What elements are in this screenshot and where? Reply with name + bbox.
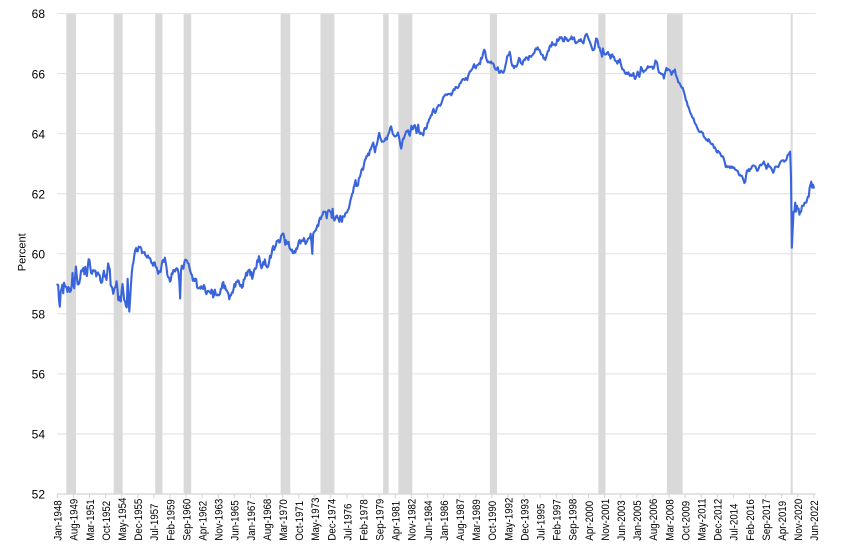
svg-text:Mar-2008: Mar-2008 <box>664 499 677 540</box>
svg-text:May-2011: May-2011 <box>696 498 709 540</box>
svg-text:Aug-1987: Aug-1987 <box>454 499 467 541</box>
svg-text:Jul-1976: Jul-1976 <box>342 503 355 540</box>
svg-text:60: 60 <box>32 247 46 261</box>
svg-text:May-1954: May-1954 <box>116 498 129 541</box>
svg-text:54: 54 <box>32 428 46 442</box>
svg-text:Jan-2005: Jan-2005 <box>631 500 644 540</box>
svg-text:Feb-1997: Feb-1997 <box>551 499 564 540</box>
svg-text:Sep-2017: Sep-2017 <box>760 499 773 541</box>
svg-text:Jul-1995: Jul-1995 <box>535 503 548 540</box>
svg-text:Sep-1960: Sep-1960 <box>181 499 194 541</box>
svg-text:Aug-1968: Aug-1968 <box>261 499 274 541</box>
svg-text:68: 68 <box>32 7 46 21</box>
svg-text:Jun-1984: Jun-1984 <box>422 500 435 540</box>
svg-text:Dec-1955: Dec-1955 <box>132 499 145 541</box>
svg-text:Dec-2012: Dec-2012 <box>712 499 725 541</box>
svg-text:Apr-1981: Apr-1981 <box>390 501 403 541</box>
svg-text:Apr-2019: Apr-2019 <box>776 501 789 541</box>
svg-text:Jan-1967: Jan-1967 <box>245 500 258 540</box>
svg-text:Mar-1989: Mar-1989 <box>470 499 483 540</box>
svg-text:Jun-2003: Jun-2003 <box>615 500 628 540</box>
svg-text:Feb-1959: Feb-1959 <box>165 499 178 540</box>
svg-text:Oct-1990: Oct-1990 <box>486 501 499 541</box>
svg-text:62: 62 <box>32 187 46 201</box>
svg-text:Jul-2014: Jul-2014 <box>728 503 741 540</box>
svg-text:Apr-2000: Apr-2000 <box>583 501 596 541</box>
svg-text:Nov-1963: Nov-1963 <box>213 499 226 541</box>
svg-text:Jun-1965: Jun-1965 <box>229 500 242 540</box>
svg-text:Percent: Percent <box>17 233 29 271</box>
svg-text:Nov-1982: Nov-1982 <box>406 499 419 541</box>
svg-text:Sep-1998: Sep-1998 <box>567 499 580 541</box>
svg-text:66: 66 <box>32 67 46 81</box>
svg-text:Feb-2016: Feb-2016 <box>744 499 757 540</box>
svg-text:Jan-1948: Jan-1948 <box>52 500 65 540</box>
svg-text:May-1992: May-1992 <box>503 498 516 541</box>
svg-text:Aug-1949: Aug-1949 <box>68 499 81 541</box>
svg-text:Jan-1986: Jan-1986 <box>438 500 451 540</box>
svg-text:Apr-1962: Apr-1962 <box>197 501 210 541</box>
svg-text:Sep-1979: Sep-1979 <box>374 499 387 541</box>
svg-text:Oct-1952: Oct-1952 <box>100 501 113 541</box>
svg-text:Oct-1971: Oct-1971 <box>293 501 306 541</box>
svg-text:Oct-2009: Oct-2009 <box>680 501 693 541</box>
svg-text:Aug-2006: Aug-2006 <box>647 499 660 541</box>
svg-text:Feb-1978: Feb-1978 <box>358 499 371 540</box>
svg-text:May-1973: May-1973 <box>309 498 322 541</box>
svg-text:Jul-1957: Jul-1957 <box>148 503 161 540</box>
svg-text:64: 64 <box>32 127 46 141</box>
svg-text:56: 56 <box>32 368 46 382</box>
svg-text:Nov-2020: Nov-2020 <box>792 499 805 541</box>
svg-text:52: 52 <box>32 488 46 502</box>
svg-text:Dec-1993: Dec-1993 <box>519 499 532 541</box>
svg-text:Jun-2022: Jun-2022 <box>808 500 821 540</box>
svg-text:58: 58 <box>32 308 46 322</box>
svg-text:Dec-1974: Dec-1974 <box>326 499 339 541</box>
svg-text:Mar-1951: Mar-1951 <box>84 499 97 540</box>
svg-text:Mar-1970: Mar-1970 <box>277 499 290 540</box>
svg-text:Nov-2001: Nov-2001 <box>599 499 612 541</box>
